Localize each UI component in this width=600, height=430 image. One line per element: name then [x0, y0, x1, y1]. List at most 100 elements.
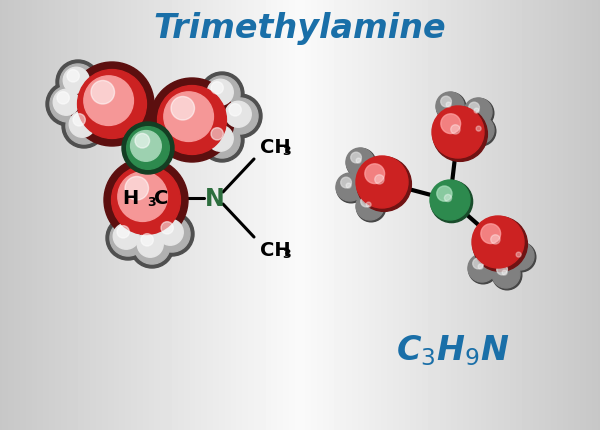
Circle shape	[158, 86, 226, 155]
Circle shape	[66, 109, 102, 145]
Circle shape	[472, 216, 524, 268]
Text: C$_3$H$_9$N: C$_3$H$_9$N	[396, 333, 510, 368]
Circle shape	[493, 261, 522, 290]
Circle shape	[91, 81, 115, 105]
Circle shape	[134, 228, 170, 264]
Circle shape	[157, 220, 183, 246]
Circle shape	[207, 80, 233, 106]
Circle shape	[67, 71, 79, 83]
Circle shape	[336, 174, 364, 202]
Circle shape	[211, 129, 223, 141]
Text: CH: CH	[260, 240, 290, 259]
Circle shape	[150, 79, 234, 163]
Circle shape	[77, 71, 146, 139]
Circle shape	[356, 193, 384, 221]
Circle shape	[211, 83, 223, 95]
Text: 3: 3	[146, 195, 155, 208]
Circle shape	[491, 235, 500, 245]
Circle shape	[117, 226, 130, 239]
Circle shape	[222, 99, 258, 135]
Circle shape	[207, 126, 233, 152]
Circle shape	[469, 255, 498, 284]
Circle shape	[62, 105, 106, 149]
Text: C: C	[154, 188, 168, 207]
Circle shape	[468, 255, 496, 283]
Text: Trimethylamine: Trimethylamine	[154, 12, 446, 44]
Circle shape	[361, 197, 371, 207]
Circle shape	[433, 108, 487, 162]
Circle shape	[341, 178, 352, 188]
Circle shape	[70, 63, 154, 147]
Circle shape	[110, 221, 146, 256]
Circle shape	[150, 212, 194, 256]
Circle shape	[161, 222, 173, 234]
Circle shape	[469, 103, 479, 114]
Circle shape	[164, 92, 214, 142]
Circle shape	[357, 157, 412, 212]
Circle shape	[131, 131, 161, 162]
Circle shape	[441, 114, 461, 134]
Circle shape	[516, 252, 521, 258]
Circle shape	[135, 134, 149, 149]
Circle shape	[441, 97, 451, 108]
Circle shape	[69, 112, 95, 138]
Circle shape	[476, 127, 481, 132]
Circle shape	[122, 123, 174, 175]
Text: N: N	[205, 187, 225, 211]
Circle shape	[466, 117, 494, 144]
Circle shape	[125, 177, 149, 200]
Circle shape	[50, 87, 86, 123]
Circle shape	[481, 224, 500, 244]
Circle shape	[104, 159, 188, 243]
Circle shape	[56, 61, 100, 105]
Circle shape	[506, 243, 536, 272]
Circle shape	[436, 93, 466, 123]
Circle shape	[204, 123, 240, 159]
Circle shape	[445, 195, 452, 202]
Circle shape	[200, 73, 244, 117]
Circle shape	[106, 216, 150, 261]
Circle shape	[218, 95, 262, 139]
Circle shape	[497, 264, 508, 275]
Circle shape	[130, 224, 174, 268]
Circle shape	[154, 216, 190, 252]
Circle shape	[63, 68, 89, 94]
Circle shape	[464, 99, 494, 129]
Circle shape	[430, 181, 470, 221]
Circle shape	[141, 234, 154, 246]
Circle shape	[356, 159, 361, 164]
Circle shape	[46, 83, 90, 127]
Circle shape	[466, 117, 496, 147]
Circle shape	[471, 121, 481, 132]
Circle shape	[171, 97, 194, 121]
Circle shape	[351, 153, 361, 163]
Circle shape	[464, 99, 492, 127]
Circle shape	[492, 261, 520, 289]
Circle shape	[473, 258, 484, 269]
Circle shape	[118, 172, 167, 222]
Circle shape	[478, 264, 483, 270]
Circle shape	[366, 203, 371, 208]
Circle shape	[502, 270, 507, 276]
Circle shape	[356, 157, 408, 209]
Circle shape	[337, 174, 366, 203]
Circle shape	[127, 127, 169, 170]
Circle shape	[474, 109, 479, 114]
Circle shape	[225, 102, 251, 128]
Circle shape	[84, 77, 133, 126]
Circle shape	[346, 149, 376, 178]
Circle shape	[229, 104, 241, 117]
Circle shape	[437, 187, 452, 202]
Circle shape	[113, 224, 139, 250]
Text: H: H	[123, 188, 139, 207]
Circle shape	[432, 107, 484, 159]
Circle shape	[506, 243, 534, 270]
Circle shape	[200, 119, 244, 163]
Circle shape	[511, 247, 521, 257]
Circle shape	[365, 164, 385, 184]
Circle shape	[60, 65, 96, 101]
Circle shape	[356, 193, 386, 222]
Circle shape	[137, 232, 163, 258]
Circle shape	[346, 149, 374, 177]
Circle shape	[375, 175, 384, 184]
